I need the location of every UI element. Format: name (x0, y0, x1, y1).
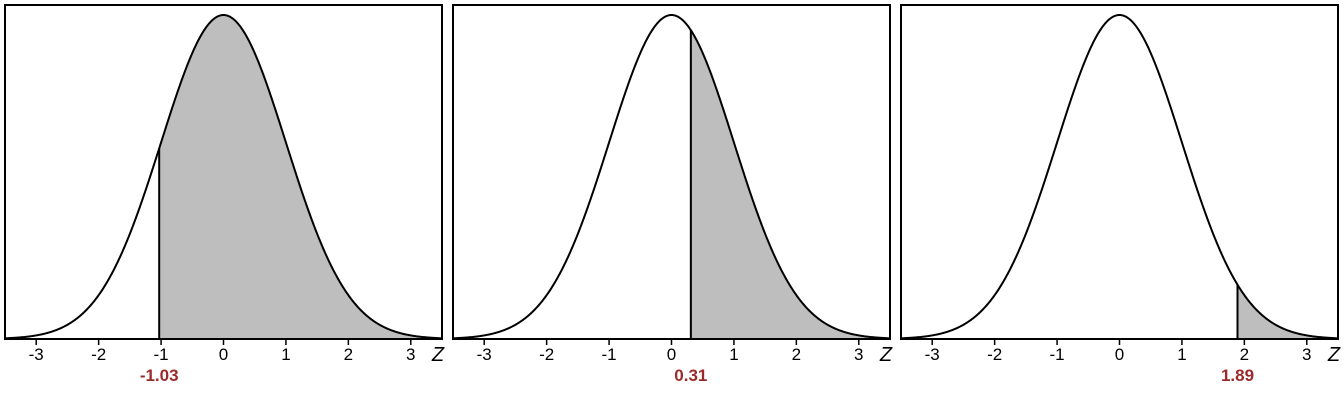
shaded-area (159, 15, 442, 340)
x-tick-label: 3 (406, 345, 415, 364)
x-tick-label: 2 (344, 345, 353, 364)
normal-chart-1: -3 -2 -1 0 1 2 3 -1.03 Z (4, 4, 445, 385)
x-axis-label: Z (431, 344, 445, 366)
x-tick-label: -2 (539, 345, 554, 364)
normal-chart-2: -3 -2 -1 0 1 2 3 0.31 Z (452, 4, 893, 385)
cutoff-label: 0.31 (674, 366, 707, 385)
density-curve (900, 13, 1339, 340)
x-tick-label: 1 (1177, 345, 1186, 364)
x-tick-label: 1 (729, 345, 738, 364)
x-tick-label: -3 (477, 345, 492, 364)
x-tick-label: -2 (91, 345, 106, 364)
x-tick-label: 0 (1115, 345, 1124, 364)
x-tick-label: 2 (792, 345, 801, 364)
x-tick-label: 1 (281, 345, 290, 364)
x-tick-label: -1 (1050, 345, 1065, 364)
x-axis-label: Z (1327, 344, 1341, 366)
x-axis-label: Z (879, 344, 893, 366)
normal-chart-panel-3: -3 -2 -1 0 1 2 3 1.89 Z (896, 0, 1344, 403)
normal-chart-panel-1: -3 -2 -1 0 1 2 3 -1.03 Z (0, 0, 448, 403)
cutoff-label: 1.89 (1221, 366, 1254, 385)
density-curve (452, 13, 891, 340)
shaded-area (1237, 284, 1338, 339)
x-tick-label: -3 (29, 345, 44, 364)
shaded-area (690, 30, 890, 339)
cutoff-label: -1.03 (140, 366, 179, 385)
x-tick-label: 0 (219, 345, 228, 364)
normal-chart-3: -3 -2 -1 0 1 2 3 1.89 Z (900, 4, 1341, 385)
x-tick-label: 3 (1302, 345, 1311, 364)
x-tick-label: -2 (987, 345, 1002, 364)
x-tick-label: -3 (925, 345, 940, 364)
plot-frame (452, 4, 891, 340)
x-tick-label: 3 (854, 345, 863, 364)
normal-chart-panel-2: -3 -2 -1 0 1 2 3 0.31 Z (448, 0, 896, 403)
density-curve (4, 13, 443, 340)
plot-frame (900, 4, 1339, 340)
x-tick-label: 2 (1240, 345, 1249, 364)
x-tick-label: 0 (667, 345, 676, 364)
x-tick-label: -1 (602, 345, 617, 364)
x-tick-label: -1 (154, 345, 169, 364)
